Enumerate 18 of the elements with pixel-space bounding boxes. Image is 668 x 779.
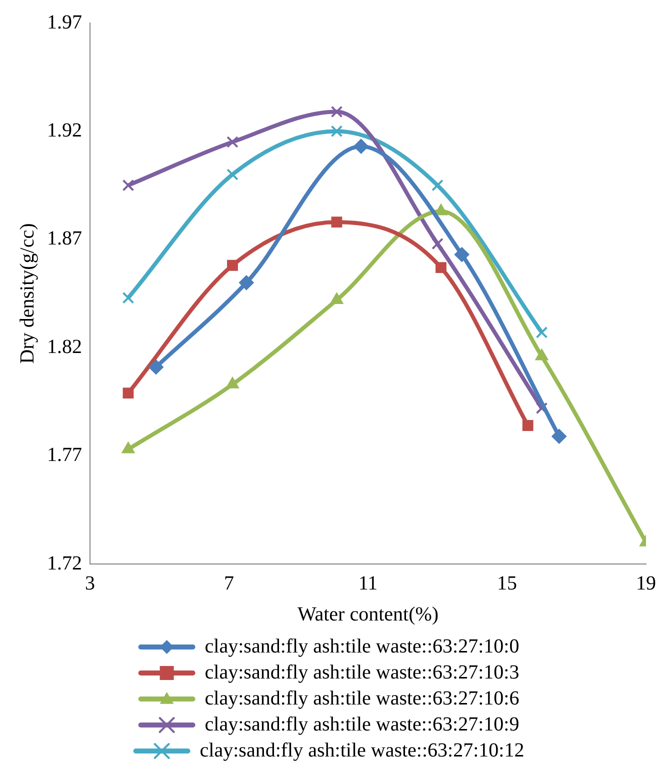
x-tick-label: 3 [85, 572, 95, 594]
legend-label: clay:sand:fly ash:tile waste::63:27:10:6 [204, 687, 520, 710]
y-tick-label: 1.97 [47, 11, 82, 34]
y-tick-label: 1.77 [47, 444, 82, 466]
y-tick-label: 1.72 [47, 552, 82, 574]
legend-label: clay:sand:fly ash:tile waste::63:27:10:3 [204, 661, 520, 684]
x-axis-title: Water content(%) [297, 603, 439, 626]
x-tick-label: 19 [636, 572, 656, 594]
legend-label: clay:sand:fly ash:tile waste::63:27:10:12 [200, 739, 524, 762]
y-tick-label: 1.87 [47, 228, 82, 250]
y-tick-label: 1.82 [47, 336, 82, 358]
y-tick-label: 1.92 [47, 119, 82, 142]
x-tick-label: 11 [358, 572, 378, 594]
x-tick-label: 15 [497, 572, 517, 594]
y-axis-title: Dry density(g/cc) [16, 223, 38, 364]
legend-label: clay:sand:fly ash:tile waste::63:27:10:0 [204, 635, 520, 658]
legend-label: clay:sand:fly ash:tile waste::63:27:10:9 [204, 713, 520, 736]
x-tick-label: 7 [224, 572, 234, 594]
